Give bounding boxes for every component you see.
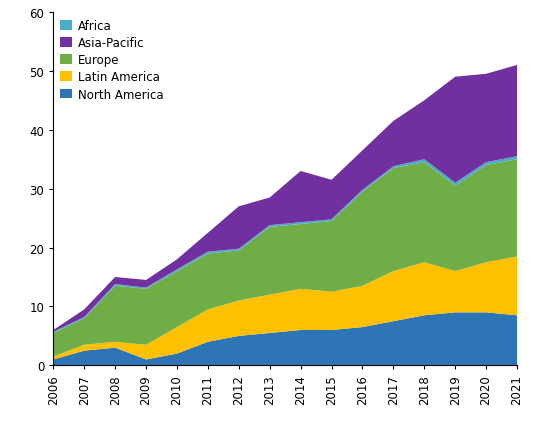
Legend: Africa, Asia-Pacific, Europe, Latin America, North America: Africa, Asia-Pacific, Europe, Latin Amer… <box>57 16 167 105</box>
